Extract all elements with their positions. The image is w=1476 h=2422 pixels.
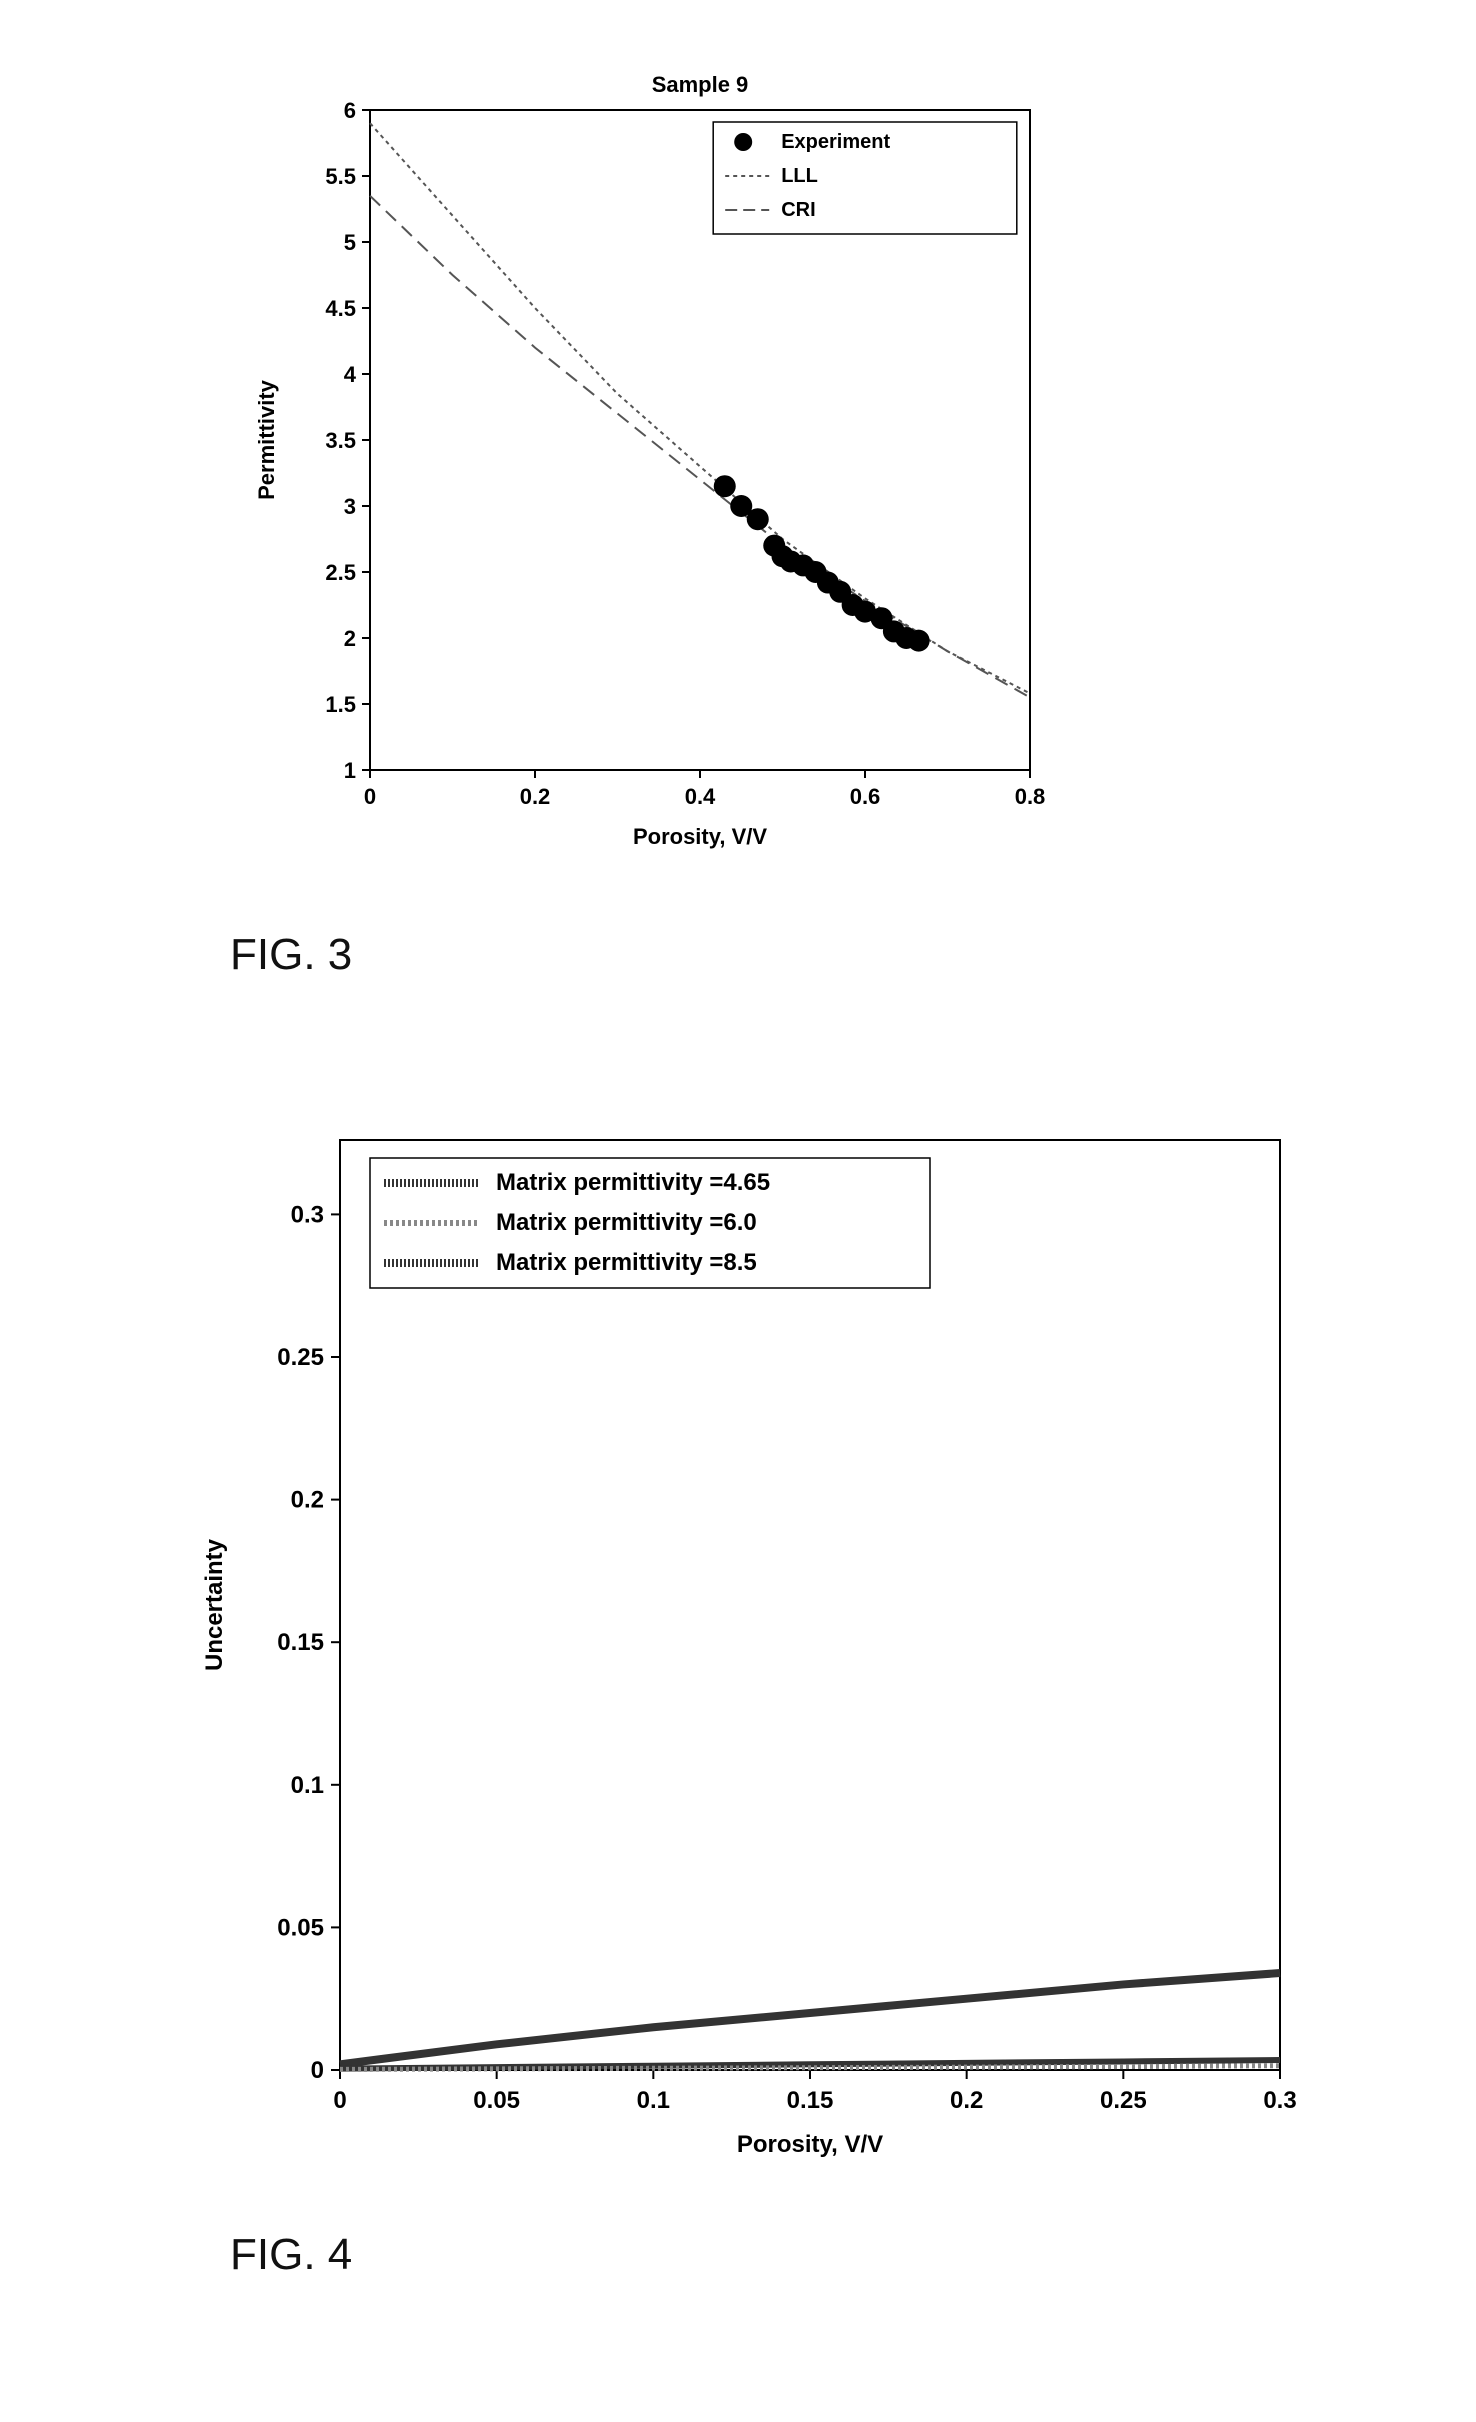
svg-text:0.05: 0.05 [277,1914,324,1941]
svg-text:4.5: 4.5 [325,296,356,321]
svg-text:0: 0 [311,2057,324,2084]
svg-text:0.2: 0.2 [291,1487,324,1514]
svg-text:5: 5 [344,230,356,255]
fig4-label: FIG. 4 [230,2230,352,2280]
svg-text:Porosity, V/V: Porosity, V/V [633,824,767,849]
svg-text:Sample 9: Sample 9 [652,72,749,97]
svg-text:0.8: 0.8 [1015,784,1046,809]
svg-text:0.2: 0.2 [520,784,551,809]
svg-text:Matrix permittivity =4.65: Matrix permittivity =4.65 [496,1169,770,1196]
svg-text:6: 6 [344,98,356,123]
svg-text:0.15: 0.15 [787,2087,834,2114]
svg-text:Permittivity: Permittivity [254,379,279,500]
svg-text:Uncertainty: Uncertainty [201,1538,228,1671]
fig4-chart: 0 0.05 0.1 0.15 0.2 0.25 0.3 0 0.05 0.1 0.15 0.2 0.2… [170,1110,1310,2170]
svg-text:Matrix permittivity =6.0: Matrix permittivity =6.0 [496,1209,757,1236]
svg-text:0.2: 0.2 [950,2087,983,2114]
svg-text:Experiment: Experiment [781,131,890,153]
svg-text:2.5: 2.5 [325,560,356,585]
svg-text:0.1: 0.1 [637,2087,670,2114]
svg-text:1: 1 [344,758,356,783]
svg-text:Porosity, V/V: Porosity, V/V [737,2131,883,2158]
svg-text:0.4: 0.4 [685,784,716,809]
svg-text:5.5: 5.5 [325,164,356,189]
svg-text:0.25: 0.25 [1100,2087,1147,2114]
svg-text:0.3: 0.3 [1263,2087,1296,2114]
svg-text:0.1: 0.1 [291,1772,324,1799]
svg-text:3.5: 3.5 [325,428,356,453]
svg-text:2: 2 [344,626,356,651]
svg-text:LLL: LLL [781,165,818,187]
svg-text:0.3: 0.3 [291,1201,324,1228]
svg-text:3: 3 [344,494,356,519]
svg-text:Matrix permittivity =8.5: Matrix permittivity =8.5 [496,1249,757,1276]
svg-text:1.5: 1.5 [325,692,356,717]
svg-text:0.25: 0.25 [277,1344,324,1371]
svg-text:4: 4 [344,362,357,387]
svg-text:0.05: 0.05 [473,2087,520,2114]
svg-text:CRI: CRI [781,199,815,221]
fig3-label: FIG. 3 [230,930,352,980]
fig3-chart: Sample 9 0 0.2 0.4 0.6 0.8 1 1.5 2 2.5 3 3.5 4 4.5 5 5.… [220,60,1060,860]
svg-text:0.6: 0.6 [850,784,881,809]
svg-text:0.15: 0.15 [277,1629,324,1656]
svg-text:0: 0 [364,784,376,809]
svg-text:0: 0 [333,2087,346,2114]
